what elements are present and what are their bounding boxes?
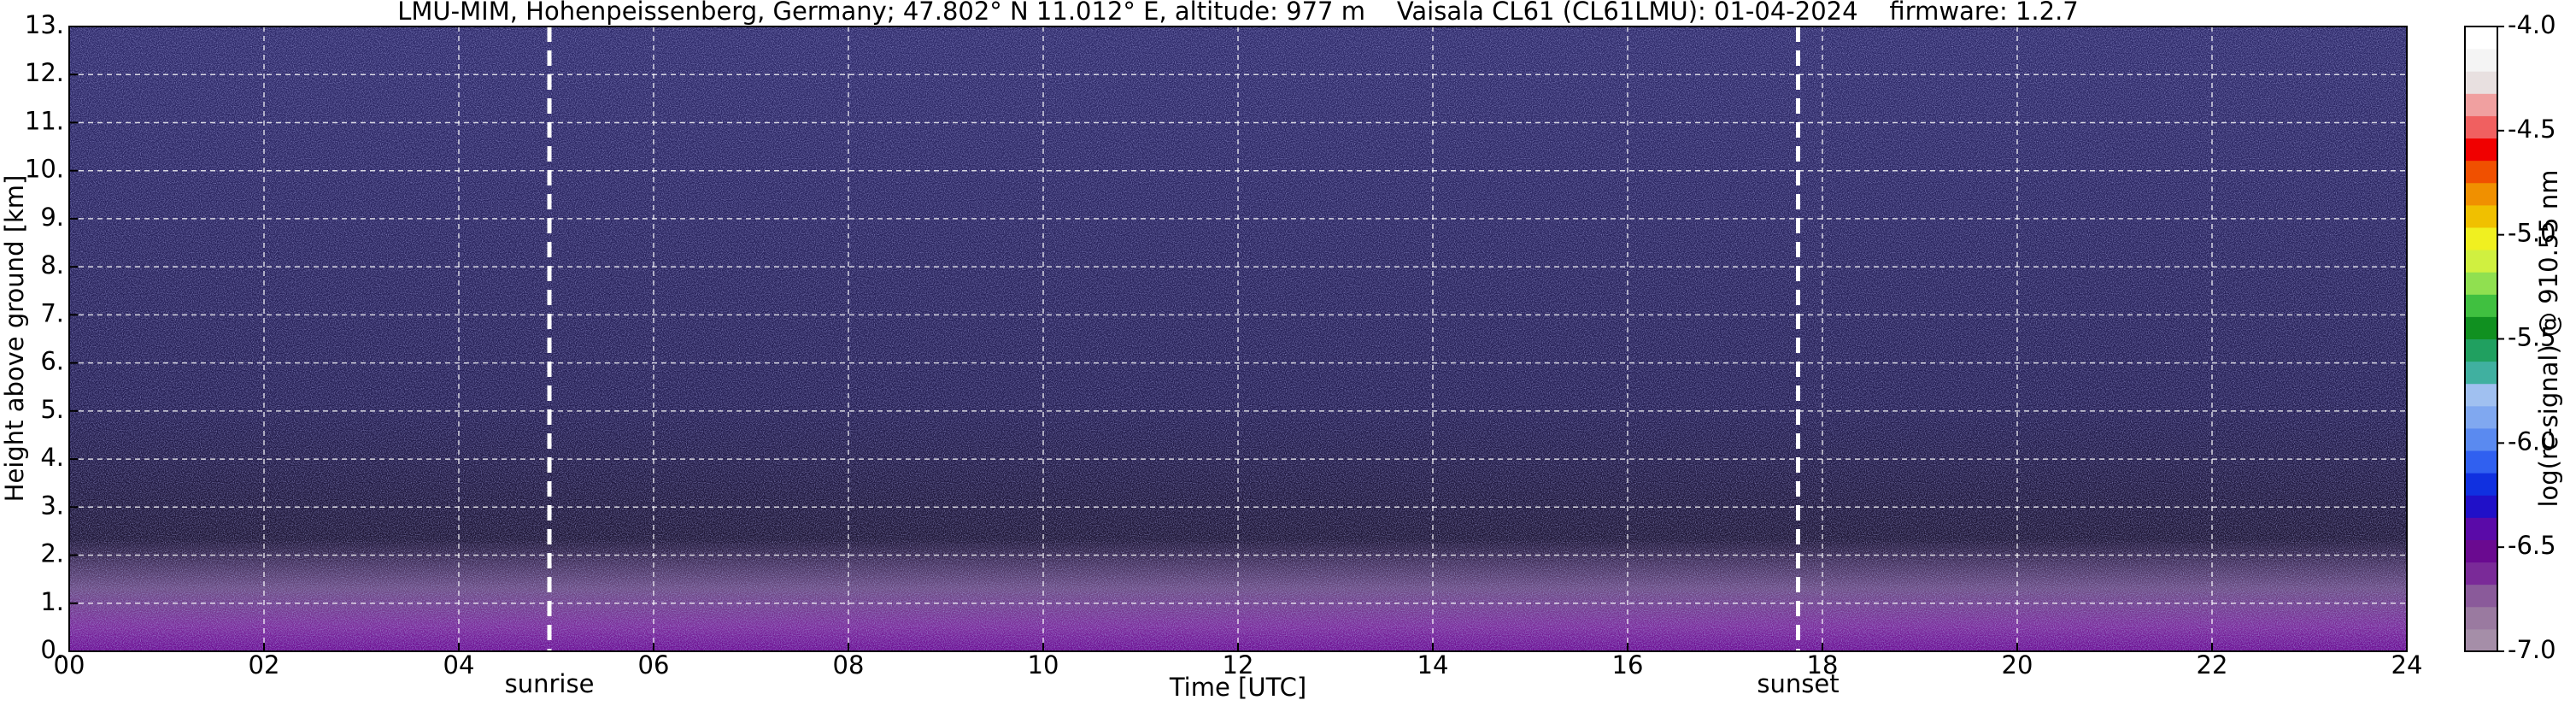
x-tick-label: 14 (1417, 650, 1449, 680)
event-label: sunset (1757, 669, 1839, 698)
colorbar-segment (2465, 49, 2497, 72)
y-tick-label: 11. (25, 106, 64, 135)
y-axis-label: Height above ground [km] (0, 175, 29, 503)
colorbar-tick-label: -6.5 (2508, 531, 2556, 560)
colorbar-label: log(rc-signal) @ 910.55 nm (2534, 169, 2563, 507)
colorbar-tick-label: -7.0 (2508, 635, 2556, 664)
event-label: sunrise (505, 669, 595, 698)
x-axis-label: Time [UTC] (1169, 673, 1306, 702)
x-tick-label: 24 (2391, 650, 2423, 680)
colorbar-segment (2465, 361, 2497, 385)
plot-frame (68, 26, 2408, 652)
y-tick-label: 3. (40, 491, 64, 520)
colorbar-segment (2465, 383, 2497, 407)
colorbar-segment (2465, 294, 2497, 317)
y-tick-label: 2. (40, 539, 64, 568)
y-tick-label: 13. (25, 10, 64, 39)
x-tick-label: 04 (443, 650, 475, 680)
colorbar-segment (2465, 204, 2497, 228)
colorbar-segment (2465, 160, 2497, 184)
x-tick-label: 20 (2002, 650, 2033, 680)
x-tick-label: 10 (1028, 650, 1059, 680)
colorbar-segment (2465, 628, 2497, 652)
colorbar-segment (2465, 473, 2497, 496)
colorbar-segment (2465, 93, 2497, 116)
colorbar-segment (2465, 250, 2497, 273)
y-tick-label: 8. (40, 250, 64, 279)
y-tick-label: 6. (40, 347, 64, 376)
y-tick-label: 9. (40, 203, 64, 232)
colorbar-segment (2465, 562, 2497, 585)
colorbar-segment (2465, 517, 2497, 540)
x-tick-label: 00 (54, 650, 85, 680)
x-tick-label: 02 (249, 650, 280, 680)
colorbar-segment (2465, 138, 2497, 162)
colorbar-segment (2465, 539, 2497, 563)
colorbar-segment (2465, 227, 2497, 250)
colorbar-segment (2465, 182, 2497, 206)
y-tick-label: 5. (40, 395, 64, 424)
colorbar-segment (2465, 450, 2497, 474)
x-tick-label: 22 (2197, 650, 2228, 680)
colorbar-segment (2465, 584, 2497, 608)
colorbar-segment (2465, 427, 2497, 451)
colorbar-segment (2465, 405, 2497, 429)
colorbar-segment (2465, 115, 2497, 139)
colorbar-segment (2465, 338, 2497, 362)
y-tick-label: 12. (25, 58, 64, 87)
colorbar-tick-label: -4.0 (2508, 10, 2556, 39)
colorbar-segment (2465, 71, 2497, 94)
x-tick-label: 12 (1223, 650, 1254, 680)
colorbar-segment (2465, 272, 2497, 295)
colorbar-segment (2465, 26, 2497, 50)
colorbar-segment (2465, 495, 2497, 518)
colorbar-tick-label: -5.0 (2508, 219, 2556, 248)
y-tick-label: 7. (40, 298, 64, 327)
x-tick-label: 06 (638, 650, 670, 680)
y-tick-label: 0. (40, 635, 64, 664)
colorbar-segment (2465, 606, 2497, 630)
colorbar-tick-label: -5.5 (2508, 323, 2556, 352)
x-tick-label: 08 (833, 650, 865, 680)
x-tick-label: 18 (1807, 650, 1839, 680)
chart-title: LMU-MIM, Hohenpeissenberg, Germany; 47.8… (397, 0, 2079, 26)
colorbar-tick-label: -4.5 (2508, 115, 2556, 144)
y-tick-label: 1. (40, 587, 64, 616)
colorbar-tick-label: -6.0 (2508, 427, 2556, 456)
x-tick-label: 16 (1612, 650, 1644, 680)
y-tick-label: 10. (25, 155, 64, 184)
y-tick-label: 4. (40, 443, 64, 472)
colorbar-segment (2465, 316, 2497, 339)
